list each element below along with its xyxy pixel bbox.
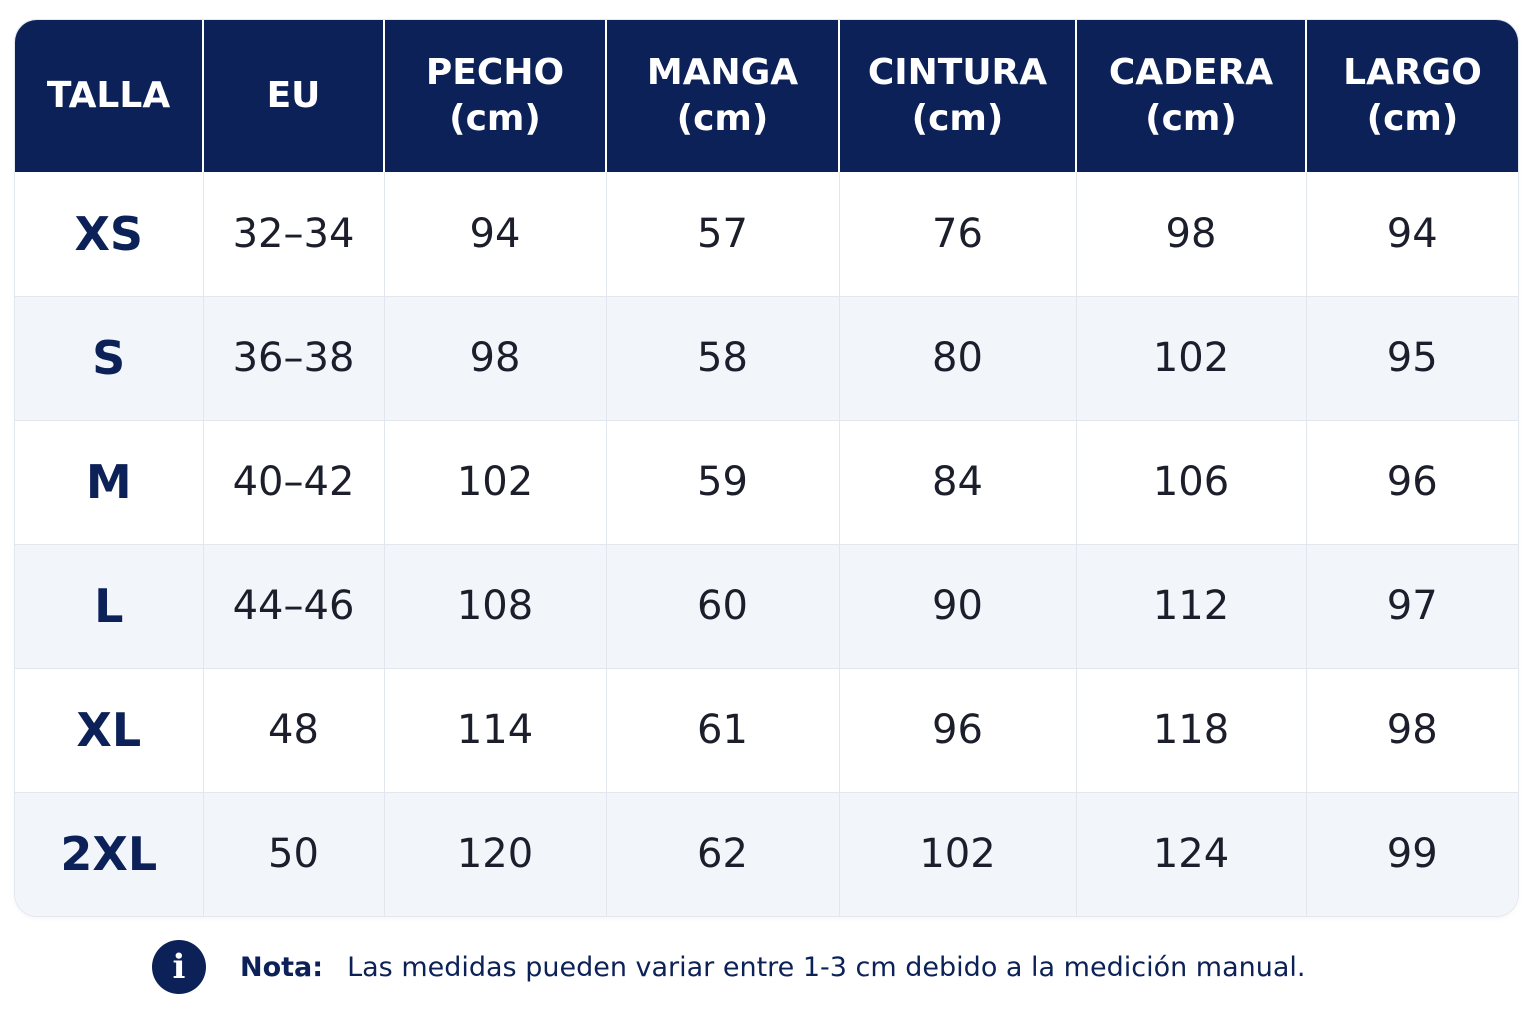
- size-table: TALLA EU PECHO (cm) MANGA (cm) CINTURA (cm)…: [15, 20, 1518, 916]
- table-row: M 40–42 102 59 84 106 96: [15, 420, 1518, 545]
- largo-cell: 99: [1306, 792, 1518, 916]
- cintura-cell: 90: [839, 544, 1077, 669]
- note-label: Nota:: [240, 951, 324, 983]
- size-cell: XS: [15, 172, 204, 297]
- pecho-cell: 114: [384, 668, 607, 793]
- cintura-cell: 80: [839, 296, 1077, 421]
- cintura-cell: 102: [839, 792, 1077, 916]
- header-eu: EU: [203, 20, 385, 172]
- table-row: 2XL 50 120 62 102 124 99: [15, 792, 1518, 916]
- table-row: XS 32–34 94 57 76 98 94: [15, 172, 1518, 297]
- header-manga: MANGA (cm): [606, 20, 840, 172]
- manga-cell: 58: [606, 296, 840, 421]
- largo-cell: 97: [1306, 544, 1518, 669]
- cadera-cell: 102: [1076, 296, 1307, 421]
- info-icon: i: [152, 940, 206, 994]
- header-row: TALLA EU PECHO (cm) MANGA (cm) CINTURA (cm)…: [15, 20, 1518, 172]
- header-pecho: PECHO (cm): [384, 20, 607, 172]
- table-row: L 44–46 108 60 90 112 97: [15, 544, 1518, 669]
- header-largo: LARGO (cm): [1306, 20, 1518, 172]
- manga-cell: 62: [606, 792, 840, 916]
- header-talla: TALLA: [15, 20, 204, 172]
- cadera-cell: 118: [1076, 668, 1307, 793]
- size-cell: L: [15, 544, 204, 669]
- pecho-cell: 94: [384, 172, 607, 297]
- largo-cell: 94: [1306, 172, 1518, 297]
- header-cadera: CADERA (cm): [1076, 20, 1307, 172]
- cadera-cell: 106: [1076, 420, 1307, 545]
- cadera-cell: 112: [1076, 544, 1307, 669]
- size-cell: 2XL: [15, 792, 204, 916]
- pecho-cell: 108: [384, 544, 607, 669]
- eu-cell: 36–38: [203, 296, 385, 421]
- size-cell: S: [15, 296, 204, 421]
- pecho-cell: 98: [384, 296, 607, 421]
- pecho-cell: 102: [384, 420, 607, 545]
- cintura-cell: 96: [839, 668, 1077, 793]
- largo-cell: 96: [1306, 420, 1518, 545]
- note-text: Las medidas pueden variar entre 1-3 cm d…: [347, 951, 1306, 983]
- manga-cell: 61: [606, 668, 840, 793]
- cintura-cell: 84: [839, 420, 1077, 545]
- note: i Nota: Las medidas pueden variar entre …: [152, 940, 1306, 994]
- cadera-cell: 98: [1076, 172, 1307, 297]
- pecho-cell: 120: [384, 792, 607, 916]
- size-cell: XL: [15, 668, 204, 793]
- eu-cell: 32–34: [203, 172, 385, 297]
- manga-cell: 57: [606, 172, 840, 297]
- manga-cell: 59: [606, 420, 840, 545]
- size-cell: M: [15, 420, 204, 545]
- cintura-cell: 76: [839, 172, 1077, 297]
- size-chart: TALLA EU PECHO (cm) MANGA (cm) CINTURA (cm)…: [15, 20, 1518, 916]
- table-row: S 36–38 98 58 80 102 95: [15, 296, 1518, 421]
- eu-cell: 44–46: [203, 544, 385, 669]
- largo-cell: 98: [1306, 668, 1518, 793]
- eu-cell: 48: [203, 668, 385, 793]
- table-row: XL 48 114 61 96 118 98: [15, 668, 1518, 793]
- manga-cell: 60: [606, 544, 840, 669]
- largo-cell: 95: [1306, 296, 1518, 421]
- cadera-cell: 124: [1076, 792, 1307, 916]
- eu-cell: 50: [203, 792, 385, 916]
- eu-cell: 40–42: [203, 420, 385, 545]
- header-cintura: CINTURA (cm): [839, 20, 1077, 172]
